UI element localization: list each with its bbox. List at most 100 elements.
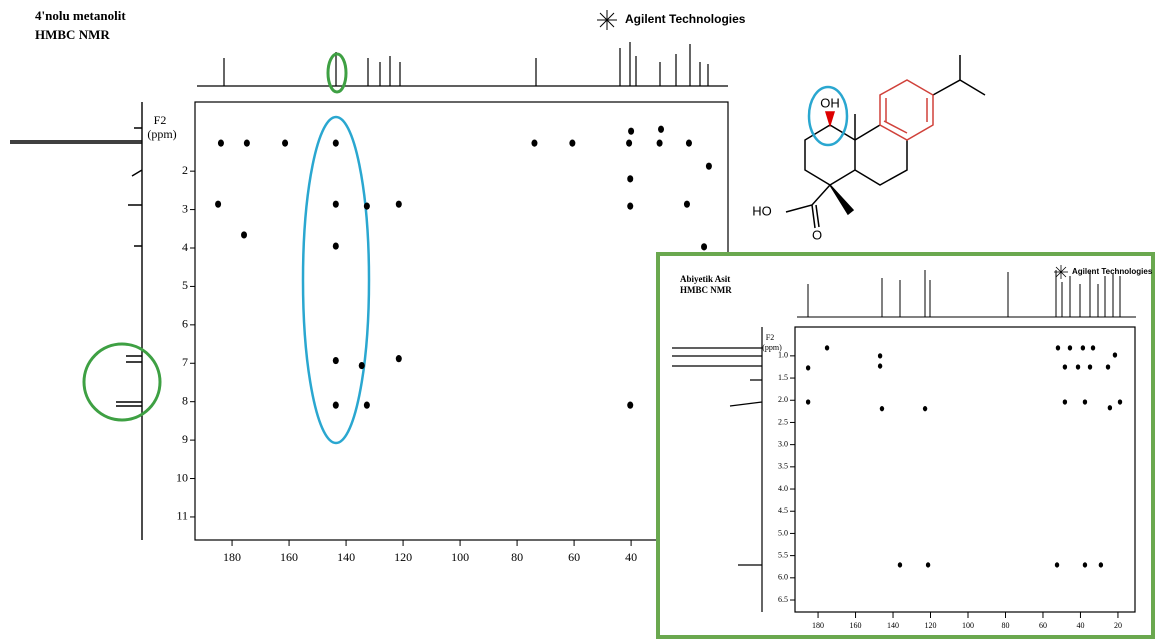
chart-title: Abiyetik Asit [680,274,730,284]
cross-peak [1081,345,1085,350]
cross-peak [1056,345,1060,350]
o-label: O [812,227,822,242]
highlight-circle [84,344,160,420]
cross-peak [1055,562,1059,567]
cross-peak [1063,399,1067,404]
x-tick-label: 120 [925,621,937,630]
y-tick-label: 6 [182,317,188,331]
x-tick-label: 100 [962,621,974,630]
cross-peak [686,140,692,147]
chart-subtitle: HMBC NMR [35,27,110,42]
cross-peak [396,201,402,208]
ho-label: HO [752,203,772,218]
cross-peak [806,399,810,404]
agilent-logo [1054,265,1068,279]
x-tick-label: 140 [887,621,899,630]
cross-peak [628,128,634,135]
brand: Agilent Technologies [1072,267,1153,276]
y-tick-label: 9 [182,432,188,446]
f2-projection [10,102,142,540]
cross-peak [626,140,632,147]
y-tick-label: 3.0 [778,439,788,448]
x-tick-label: 60 [1039,621,1047,630]
cross-peak [806,365,810,370]
cross-peak [1068,345,1072,350]
cross-peak [531,140,537,147]
cross-peak [1083,399,1087,404]
highlight-ellipse [303,117,369,443]
cross-peak [1099,562,1103,567]
x-tick-label: 100 [451,550,469,564]
oh-label: OH [820,95,840,110]
cross-peak [926,562,930,567]
cross-peak [1118,399,1122,404]
cross-peak [627,402,633,409]
x-tick-label: 160 [850,621,862,630]
x-tick-label: 140 [337,550,355,564]
cross-peak [657,140,663,147]
y-tick-label: 10 [176,470,188,484]
y-tick-label: 4.5 [778,506,788,515]
y-tick-label: 5.0 [778,528,788,537]
cross-peak [244,140,250,147]
cross-peak [701,243,707,250]
cross-peak [658,126,664,133]
y-tick-label: 2 [182,163,188,177]
y-tick-label: 3 [182,201,188,215]
y-tick-label: 8 [182,393,188,407]
y-tick-label: 3.5 [778,462,788,471]
cross-peak [898,562,902,567]
y-tick-label: 5.5 [778,550,788,559]
cross-peak [333,201,339,208]
cross-peak [569,140,575,147]
cross-peak [333,357,339,364]
y-tick-label: 2.5 [778,417,788,426]
y-axis-label: F2 [154,113,167,127]
cross-peak [1063,364,1067,369]
cross-peak [880,406,884,411]
inset-panel [658,254,1153,637]
cross-peak [359,362,365,369]
cross-peak [706,163,712,170]
y-tick-label: 5 [182,278,188,292]
cross-peak [333,140,339,147]
cross-peak [627,203,633,210]
y-tick-label: 4.0 [778,484,788,493]
cross-peak [215,201,221,208]
x-tick-label: 180 [812,621,824,630]
cross-peak [364,203,370,210]
x-tick-label: 80 [1001,621,1009,630]
cross-peak [627,175,633,182]
figure: 4'nolu metanolit HMBC NMR Agilent Technolo… [0,0,1155,639]
cross-peak [1091,345,1095,350]
y-tick-label: 1.5 [778,373,788,382]
cross-peak [396,355,402,362]
chart-subtitle: HMBC NMR [680,285,732,295]
chart-title: 4'nolu metanolit [35,8,126,23]
cross-peak [878,363,882,368]
cross-peak [684,201,690,208]
cross-peak [333,242,339,249]
cross-peak [218,140,224,147]
cross-peak [241,231,247,238]
y-tick-label: 6.5 [778,595,788,604]
cross-peak [333,402,339,409]
cross-peak [1108,405,1112,410]
y-tick-label: 2.0 [778,395,788,404]
x-tick-label: 40 [1076,621,1084,630]
y-axis-unit: (ppm) [147,127,176,141]
x-tick-label: 40 [625,550,637,564]
cross-peak [1088,364,1092,369]
cross-peak [364,402,370,409]
cross-peak [1083,562,1087,567]
cross-peak [1113,352,1117,357]
agilent-logo [597,10,617,30]
x-tick-label: 160 [280,550,298,564]
cross-peak [1106,364,1110,369]
chemical-structure [786,55,985,228]
cross-peak [825,345,829,350]
y-tick-label: 4 [182,240,188,254]
cross-peak [1076,364,1080,369]
x-tick-label: 80 [511,550,523,564]
